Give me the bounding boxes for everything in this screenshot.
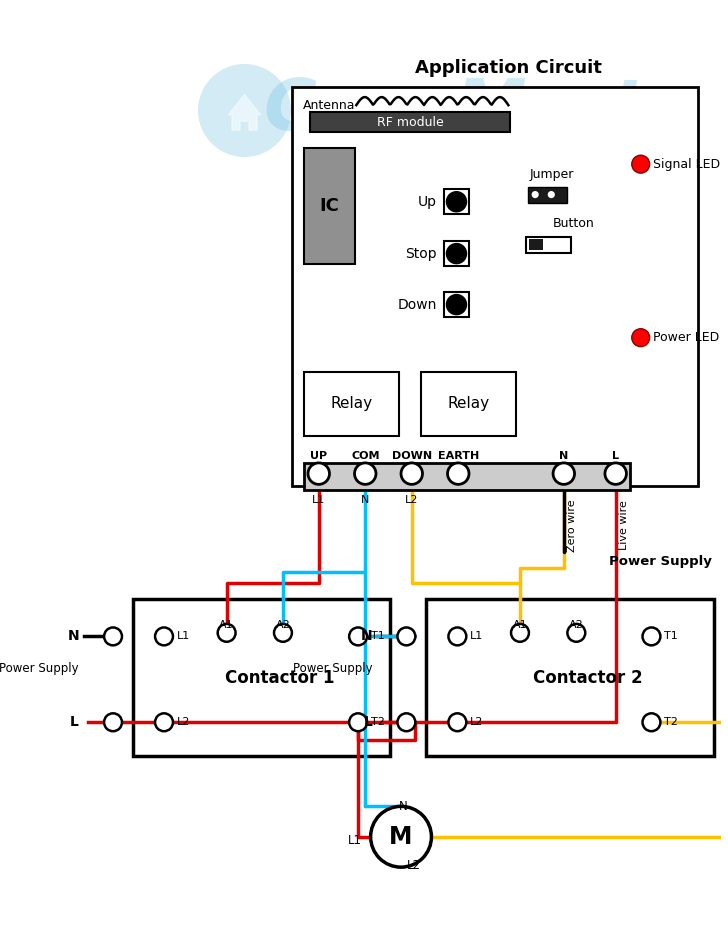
Circle shape	[567, 624, 585, 642]
Circle shape	[155, 713, 173, 731]
Text: Up: Up	[418, 195, 437, 209]
Text: N: N	[559, 451, 569, 461]
Bar	[421, 372, 515, 436]
Circle shape	[448, 463, 469, 485]
Text: N: N	[361, 495, 369, 505]
Bar	[310, 112, 510, 132]
Text: Contactor 2: Contactor 2	[533, 668, 643, 687]
Circle shape	[632, 155, 649, 173]
Circle shape	[397, 628, 416, 646]
Text: Power Supply: Power Supply	[0, 662, 79, 675]
Text: Application Circuit: Application Circuit	[415, 58, 602, 76]
Text: L1: L1	[470, 631, 483, 642]
Text: L2: L2	[407, 858, 422, 871]
Text: L2: L2	[470, 717, 483, 727]
Circle shape	[308, 463, 330, 485]
Bar	[304, 372, 399, 436]
Bar	[528, 186, 567, 202]
Circle shape	[448, 628, 467, 646]
Text: EARTH: EARTH	[438, 451, 479, 461]
Circle shape	[446, 294, 467, 315]
Text: CasyMart: CasyMart	[264, 76, 646, 145]
Text: COM: COM	[351, 451, 379, 461]
Text: L1: L1	[176, 631, 190, 642]
Text: Live wire: Live wire	[620, 501, 629, 550]
Text: A1: A1	[513, 620, 527, 630]
Circle shape	[448, 713, 467, 731]
Text: N: N	[68, 630, 79, 644]
Circle shape	[155, 628, 173, 646]
Text: Stop: Stop	[405, 247, 437, 261]
Circle shape	[401, 463, 422, 485]
Text: A2: A2	[276, 620, 290, 630]
Bar	[526, 236, 571, 253]
Circle shape	[198, 64, 291, 157]
Circle shape	[605, 463, 626, 485]
Circle shape	[218, 624, 236, 642]
Text: L2: L2	[176, 717, 190, 727]
Text: Contactor 1: Contactor 1	[225, 668, 334, 687]
Text: DOWN: DOWN	[392, 451, 432, 461]
Bar	[529, 239, 543, 250]
Bar	[444, 189, 469, 215]
Bar	[444, 241, 469, 266]
Bar	[132, 598, 390, 757]
Text: T2: T2	[664, 717, 678, 727]
Text: Antenna: Antenna	[303, 99, 355, 112]
Circle shape	[397, 713, 416, 731]
Circle shape	[104, 628, 122, 646]
Circle shape	[104, 713, 122, 731]
Circle shape	[643, 628, 660, 646]
Text: M: M	[389, 824, 413, 849]
Bar	[304, 148, 355, 264]
Polygon shape	[229, 94, 261, 130]
Circle shape	[274, 624, 292, 642]
Text: L: L	[363, 715, 373, 729]
Circle shape	[349, 628, 367, 646]
Bar	[304, 463, 630, 489]
Text: T2: T2	[371, 717, 384, 727]
Text: Power Supply: Power Supply	[293, 662, 373, 675]
Bar	[426, 598, 714, 757]
Circle shape	[553, 463, 574, 485]
Text: UP: UP	[310, 451, 328, 461]
Text: L: L	[70, 715, 79, 729]
Text: T1: T1	[371, 631, 384, 642]
Text: A1: A1	[219, 620, 234, 630]
Text: Jumper: Jumper	[530, 168, 574, 182]
Circle shape	[371, 806, 432, 868]
Circle shape	[632, 328, 649, 346]
Text: Zero wire: Zero wire	[567, 499, 577, 551]
Text: RF module: RF module	[376, 116, 443, 129]
Circle shape	[547, 191, 555, 199]
Text: Relay: Relay	[447, 396, 489, 411]
Circle shape	[355, 463, 376, 485]
Bar	[444, 292, 469, 317]
Circle shape	[446, 191, 467, 213]
Text: L: L	[612, 451, 620, 461]
Text: L1: L1	[312, 495, 325, 505]
Circle shape	[511, 624, 529, 642]
Text: Button: Button	[553, 216, 595, 230]
Text: Power LED: Power LED	[653, 331, 719, 344]
Circle shape	[349, 713, 367, 731]
Text: T1: T1	[664, 631, 678, 642]
Text: A2: A2	[569, 620, 584, 630]
Text: IC: IC	[320, 198, 339, 215]
Text: Relay: Relay	[331, 396, 373, 411]
Bar	[292, 88, 698, 486]
Text: Power Supply: Power Supply	[609, 555, 712, 567]
Text: Down: Down	[397, 297, 437, 311]
Text: N: N	[398, 800, 407, 813]
Circle shape	[643, 713, 660, 731]
Text: N: N	[361, 630, 373, 644]
Text: Signal LED: Signal LED	[653, 158, 721, 170]
Text: L2: L2	[405, 495, 419, 505]
Circle shape	[531, 191, 539, 199]
Circle shape	[446, 243, 467, 264]
Text: L1: L1	[348, 834, 362, 847]
